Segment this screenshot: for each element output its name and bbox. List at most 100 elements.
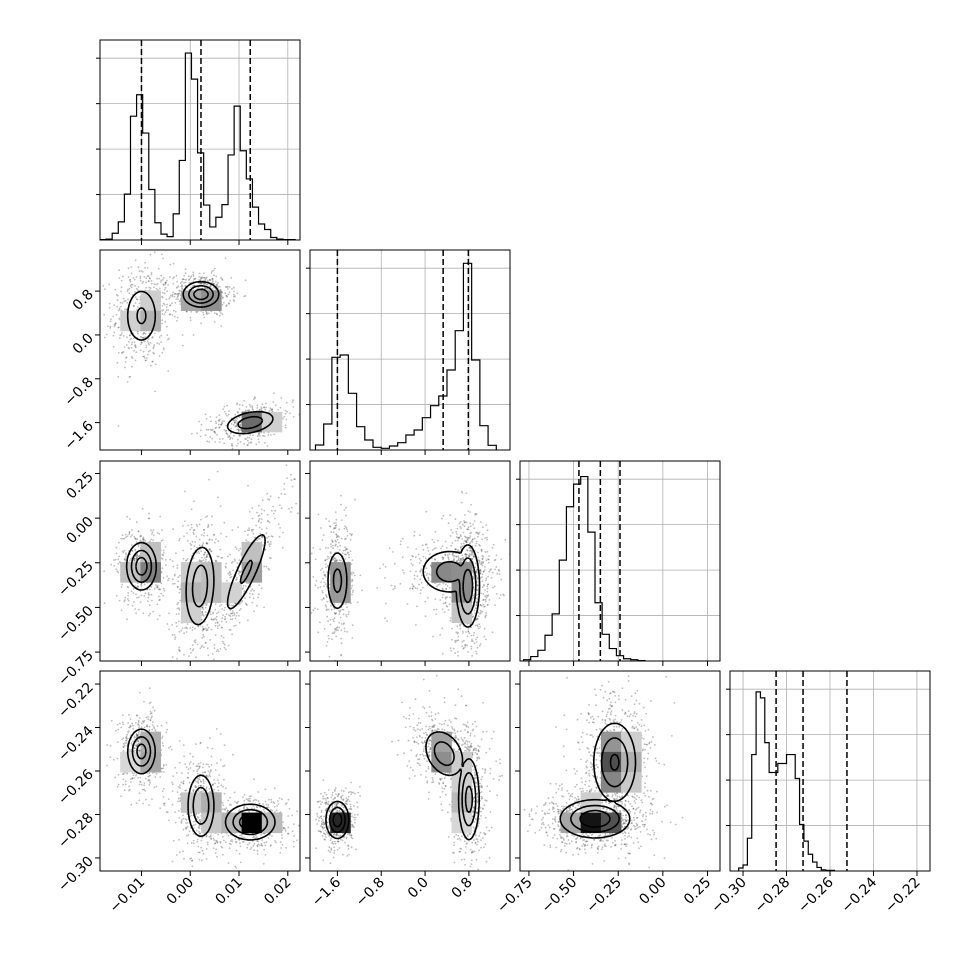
sample-point: [233, 435, 235, 437]
sample-point: [333, 617, 336, 620]
sample-point: [424, 543, 427, 546]
sample-point: [212, 280, 214, 283]
axes-frame: [309, 460, 511, 662]
sample-point: [117, 425, 120, 427]
sample-point: [191, 432, 193, 435]
sample-point: [457, 639, 460, 642]
sample-point: [192, 273, 195, 276]
sample-point: [189, 542, 192, 545]
sample-point: [184, 268, 187, 270]
sample-point: [234, 546, 237, 548]
sample-point: [142, 333, 145, 335]
sample-point: [274, 404, 277, 406]
sample-point: [243, 295, 246, 298]
sample-point: [335, 534, 338, 536]
sample-point: [481, 558, 484, 561]
sample-point: [435, 608, 438, 611]
sample-point: [206, 542, 208, 545]
sample-point: [338, 610, 340, 612]
sample-point: [411, 587, 414, 590]
sample-point: [195, 523, 198, 526]
sample-point: [464, 555, 467, 558]
sample-point: [486, 585, 489, 588]
sample-point: [476, 577, 479, 580]
sample-point: [112, 346, 115, 348]
sample-point: [498, 597, 501, 600]
sample-point: [117, 773, 120, 776]
sample-point: [419, 569, 422, 572]
sample-point: [154, 729, 157, 732]
sample-point: [344, 557, 347, 560]
sample-point: [459, 559, 462, 562]
sample-point: [179, 784, 181, 786]
sample-point: [141, 507, 144, 510]
sample-point: [212, 269, 215, 272]
sample-point: [469, 546, 471, 549]
sample-point: [413, 530, 416, 533]
sample-point: [238, 429, 240, 432]
sample-point: [234, 413, 237, 416]
sample-point: [461, 492, 464, 494]
sample-point: [454, 652, 457, 655]
sample-point: [260, 521, 262, 524]
hist-bar: [348, 393, 356, 450]
sample-point: [201, 544, 204, 547]
hist-panel-0: [96, 39, 301, 245]
sample-point: [138, 792, 141, 795]
sample-point: [121, 275, 124, 278]
sample-point: [344, 538, 346, 541]
sample-point: [465, 541, 467, 543]
sample-point: [478, 623, 481, 626]
sample-point: [133, 559, 135, 561]
sample-point: [401, 537, 404, 540]
sample-point: [135, 802, 138, 804]
sample-point: [346, 535, 349, 537]
sample-point: [468, 537, 471, 539]
sample-point: [137, 266, 140, 269]
sample-point: [256, 435, 259, 438]
sample-point: [214, 559, 217, 562]
sample-point: [445, 547, 448, 549]
sample-point: [279, 527, 281, 529]
sample-point: [446, 585, 449, 587]
sample-point: [177, 786, 180, 788]
sample-point: [199, 832, 202, 835]
sample-point: [208, 774, 211, 776]
sample-point: [431, 549, 434, 551]
sample-point: [248, 403, 251, 406]
sample-point: [468, 632, 471, 635]
sample-point: [127, 276, 130, 278]
sample-point: [223, 429, 226, 431]
sample-point: [482, 561, 485, 564]
sample-point: [128, 279, 131, 281]
sample-point: [161, 292, 164, 294]
sample-point: [434, 598, 437, 600]
sample-point: [160, 274, 163, 277]
sample-point: [172, 565, 175, 568]
sample-point: [117, 783, 120, 786]
sample-point: [116, 294, 119, 297]
sample-point: [467, 537, 470, 539]
sample-point: [236, 611, 238, 614]
sample-point: [171, 656, 174, 659]
sample-point: [339, 616, 342, 619]
sample-point: [232, 604, 235, 607]
sample-point: [233, 290, 235, 293]
sample-point: [216, 612, 218, 615]
sample-point: [223, 301, 225, 304]
sample-point: [488, 599, 491, 601]
sample-point: [235, 624, 237, 627]
sample-point: [200, 282, 203, 285]
sample-point: [233, 421, 236, 424]
sample-point: [460, 527, 462, 530]
sample-point: [135, 521, 138, 524]
sample-point: [344, 525, 346, 528]
sample-point: [135, 555, 138, 558]
sample-point: [465, 560, 467, 563]
sample-point: [206, 313, 209, 315]
sample-point: [488, 558, 490, 561]
sample-point: [178, 300, 181, 303]
sample-point: [271, 409, 274, 412]
sample-point: [441, 593, 444, 596]
sample-point: [202, 313, 205, 316]
